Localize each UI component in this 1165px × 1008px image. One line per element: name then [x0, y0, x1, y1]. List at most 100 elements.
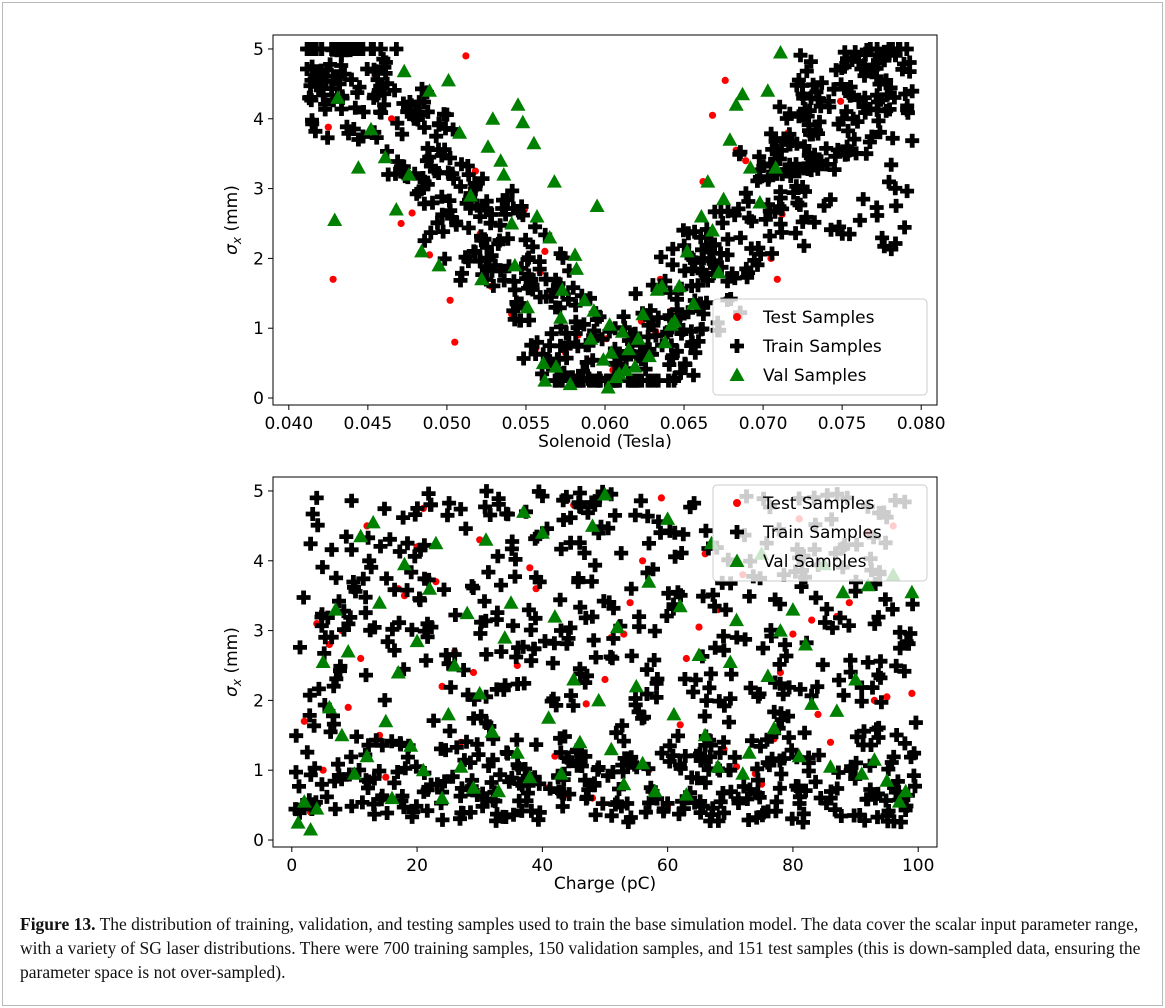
train-sample-point	[698, 775, 713, 790]
train-sample-point	[859, 43, 874, 57]
train-sample-point	[502, 774, 517, 789]
train-sample-point	[794, 579, 809, 594]
data-marks	[300, 42, 920, 394]
train-sample-point	[309, 490, 324, 505]
x-axis-label: Solenoid (Tesla)	[538, 432, 672, 452]
val-sample-point	[478, 532, 494, 546]
train-sample-point	[733, 230, 748, 245]
train-sample-point	[517, 676, 532, 691]
train-sample-point	[538, 634, 552, 649]
train-sample-point	[718, 602, 733, 617]
train-sample-point	[508, 552, 523, 567]
train-sample-point	[562, 263, 577, 278]
train-sample-point	[698, 523, 713, 538]
val-sample-point	[414, 243, 430, 258]
train-sample-point	[479, 259, 494, 274]
train-sample-point	[446, 122, 461, 137]
train-sample-point	[308, 795, 323, 810]
val-sample-point	[510, 97, 526, 111]
test-sample-point	[908, 689, 916, 698]
train-sample-point	[535, 489, 550, 504]
train-sample-point	[458, 521, 473, 536]
train-sample-point	[849, 729, 864, 744]
train-sample-point	[745, 733, 759, 748]
train-sample-point	[673, 588, 688, 603]
train-sample-point	[489, 612, 504, 627]
val-sample-point	[572, 734, 588, 749]
val-sample-point	[290, 815, 306, 829]
train-sample-point	[442, 496, 457, 511]
val-sample-point	[611, 366, 627, 380]
train-sample-point	[314, 618, 329, 633]
train-sample-point	[484, 248, 499, 263]
train-sample-point	[530, 335, 545, 350]
train-sample-point	[387, 643, 402, 658]
val-sample-point	[722, 132, 738, 146]
train-sample-point	[765, 246, 779, 261]
train-sample-point	[543, 781, 558, 796]
y-tick-label: 0	[253, 831, 264, 851]
train-sample-point	[304, 802, 319, 816]
train-sample-point	[773, 191, 788, 206]
y-tick-label: 3	[253, 180, 264, 200]
train-sample-point	[292, 805, 307, 820]
train-sample-point	[750, 257, 765, 272]
val-sample-point	[866, 752, 882, 766]
train-sample-point	[415, 81, 429, 96]
train-sample-point	[731, 791, 746, 806]
legend-marker-val	[729, 367, 745, 381]
train-sample-point	[833, 610, 848, 625]
train-sample-point	[796, 806, 811, 821]
train-sample-point	[908, 779, 922, 794]
train-sample-point	[857, 58, 872, 73]
train-sample-point	[574, 288, 589, 303]
train-sample-point	[475, 171, 490, 186]
train-sample-point	[483, 216, 498, 231]
train-sample-point	[877, 53, 892, 68]
legend-label: Train Samples	[762, 523, 882, 543]
test-sample-point	[789, 630, 797, 638]
train-sample-point	[409, 186, 424, 201]
val-sample-point	[497, 630, 513, 644]
train-sample-point	[843, 665, 858, 680]
train-sample-point	[811, 748, 826, 763]
val-sample-point	[509, 745, 525, 759]
train-sample-point	[761, 197, 775, 212]
train-sample-point	[300, 745, 315, 760]
train-sample-point	[873, 670, 888, 685]
train-sample-point	[521, 268, 536, 283]
train-sample-point	[568, 314, 583, 329]
train-sample-point	[654, 746, 669, 761]
train-sample-point	[771, 721, 786, 736]
train-sample-point	[676, 322, 690, 337]
train-sample-point	[854, 62, 869, 76]
val-sample-point	[553, 766, 569, 780]
train-sample-point	[664, 350, 679, 365]
train-sample-point	[681, 226, 696, 241]
train-sample-point	[335, 89, 350, 104]
train-sample-point	[727, 750, 742, 765]
train-sample-point	[514, 803, 529, 818]
val-sample-point	[520, 299, 535, 314]
train-sample-point	[416, 784, 431, 799]
train-sample-point	[504, 771, 519, 785]
train-sample-point	[303, 767, 318, 782]
y-tick-label: 1	[253, 761, 264, 781]
train-sample-point	[603, 649, 618, 664]
train-sample-point	[323, 724, 338, 739]
train-sample-point	[406, 108, 421, 123]
train-sample-point	[705, 801, 720, 816]
train-sample-point	[470, 198, 485, 213]
train-sample-point	[572, 486, 587, 500]
train-sample-point	[370, 72, 385, 87]
train-sample-point	[783, 169, 798, 184]
test-sample-point	[676, 721, 684, 729]
train-sample-point	[348, 100, 363, 115]
y-tick-label: 5	[253, 482, 264, 502]
val-sample-point	[614, 324, 630, 338]
train-sample-point	[795, 78, 810, 93]
x-tick-label: 0	[286, 856, 297, 876]
train-sample-point	[332, 594, 346, 609]
train-sample-point	[400, 536, 415, 551]
train-sample-point	[523, 279, 537, 294]
